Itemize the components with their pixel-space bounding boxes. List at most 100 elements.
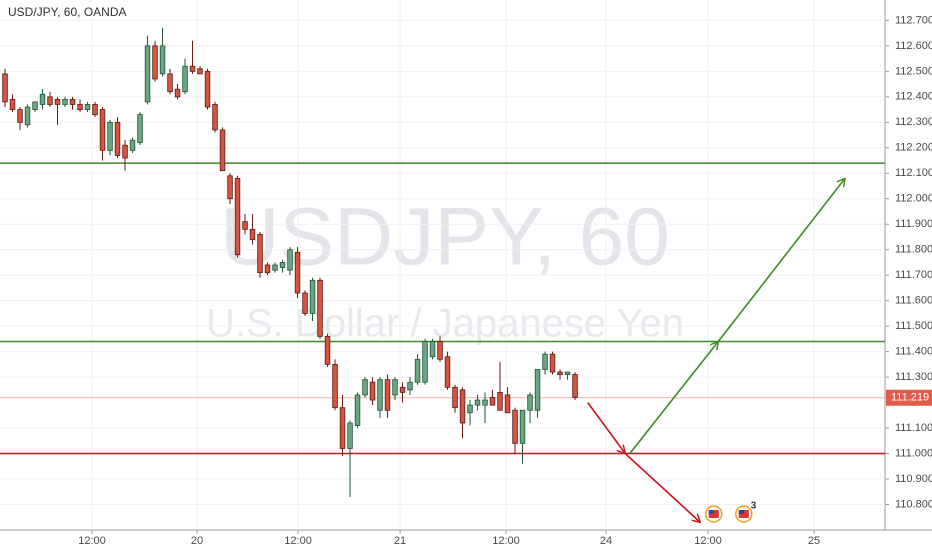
y-tick-label: 110.800 <box>895 498 932 510</box>
candle-body <box>362 379 368 396</box>
candle-body <box>69 98 76 105</box>
x-tick-label: 25 <box>808 535 820 547</box>
candle-body <box>512 409 518 444</box>
candle-body <box>219 129 226 172</box>
y-tick-label: 111.700 <box>895 269 932 281</box>
candle-body <box>377 379 383 411</box>
candle-body <box>452 386 458 409</box>
x-tick-label: 12:00 <box>284 535 312 547</box>
candle-body <box>152 45 158 80</box>
event-flag-canton <box>708 510 714 514</box>
candle-body <box>144 45 151 103</box>
y-tick-label: 111.000 <box>895 447 932 459</box>
chart-title: USD/JPY, 60, OANDA <box>8 5 127 19</box>
y-tick-label: 112.100 <box>895 167 932 179</box>
candle-body <box>527 394 533 411</box>
candle-body <box>92 104 98 116</box>
candle-body <box>32 101 38 110</box>
candle-body <box>84 104 91 110</box>
candle-body <box>2 73 8 103</box>
candle-body <box>189 65 196 72</box>
candle-body <box>399 386 406 393</box>
candle-body <box>24 106 31 126</box>
candle-body <box>294 251 301 294</box>
candle-body <box>197 68 203 75</box>
y-tick-label: 111.900 <box>895 218 932 230</box>
candle-body <box>504 394 511 414</box>
candle-body <box>114 121 121 156</box>
candle-body <box>272 264 278 271</box>
candle-body <box>204 70 211 108</box>
candle-body <box>257 234 263 274</box>
candle-body <box>542 353 548 370</box>
candle-body <box>354 394 361 426</box>
x-tick-label: 12:00 <box>78 535 106 547</box>
candle-body <box>129 139 136 151</box>
candle-body <box>77 104 83 110</box>
y-tick-label: 112.600 <box>895 40 932 52</box>
candle-body <box>429 341 436 358</box>
candle-body <box>444 356 451 388</box>
candle-body <box>339 407 346 449</box>
candle-body <box>264 264 271 274</box>
candle-body <box>182 65 188 93</box>
y-tick-label: 112.500 <box>895 65 932 77</box>
y-tick-label: 112.300 <box>895 116 932 128</box>
y-tick-label: 112.700 <box>895 14 932 26</box>
candle-body <box>39 93 46 105</box>
candle-body <box>137 114 143 144</box>
candle-body <box>437 341 443 360</box>
x-tick-label: 12:00 <box>694 535 722 547</box>
candle-body <box>347 422 353 449</box>
candle-body <box>467 404 473 414</box>
candle-body <box>564 371 571 375</box>
event-flag-canton <box>738 510 744 514</box>
candle-body <box>159 45 166 75</box>
candle-body <box>549 353 556 373</box>
candle-body <box>167 73 173 93</box>
candle-body <box>392 379 398 396</box>
candle-body <box>369 381 376 401</box>
candle-body <box>62 98 68 105</box>
x-tick-label: 20 <box>191 535 203 547</box>
candle-body <box>309 279 316 314</box>
watermark-subtitle: U.S. Dollar / Japanese Yen <box>206 302 684 346</box>
candle-body <box>54 98 61 105</box>
y-tick-label: 111.500 <box>895 320 932 332</box>
candle-body <box>9 98 16 110</box>
candle-body <box>242 221 248 230</box>
candle-body <box>212 104 218 131</box>
candle-body <box>414 358 421 383</box>
candle-body <box>407 381 413 391</box>
y-tick-label: 112.000 <box>895 193 932 205</box>
y-tick-label: 111.400 <box>895 346 932 358</box>
candle-body <box>324 335 331 365</box>
candle-body <box>557 371 563 375</box>
candle-body <box>249 228 256 240</box>
x-tick-label: 12:00 <box>492 535 520 547</box>
candle-body <box>474 399 481 406</box>
candle-body <box>534 369 541 411</box>
candle-body <box>47 96 53 105</box>
projection-arrow <box>629 178 845 455</box>
y-tick-label: 111.300 <box>895 371 932 383</box>
candle-body <box>107 121 113 151</box>
x-tick-label: 24 <box>600 535 612 547</box>
candle-body <box>422 341 428 383</box>
candle-body <box>489 397 496 406</box>
candle-body <box>519 409 526 444</box>
candle-body <box>482 399 488 406</box>
y-tick-label: 112.200 <box>895 142 932 154</box>
candle-body <box>227 175 233 200</box>
candle-body <box>99 109 106 151</box>
y-tick-label: 112.400 <box>895 91 932 103</box>
candle-body <box>174 88 181 98</box>
y-tick-label: 111.100 <box>895 422 932 434</box>
candle-body <box>279 262 286 268</box>
y-tick-label: 110.900 <box>895 473 932 485</box>
last-price-box <box>886 389 932 406</box>
candle-body <box>332 363 338 409</box>
y-tick-label: 111.800 <box>895 244 932 256</box>
candle-body <box>497 392 503 411</box>
